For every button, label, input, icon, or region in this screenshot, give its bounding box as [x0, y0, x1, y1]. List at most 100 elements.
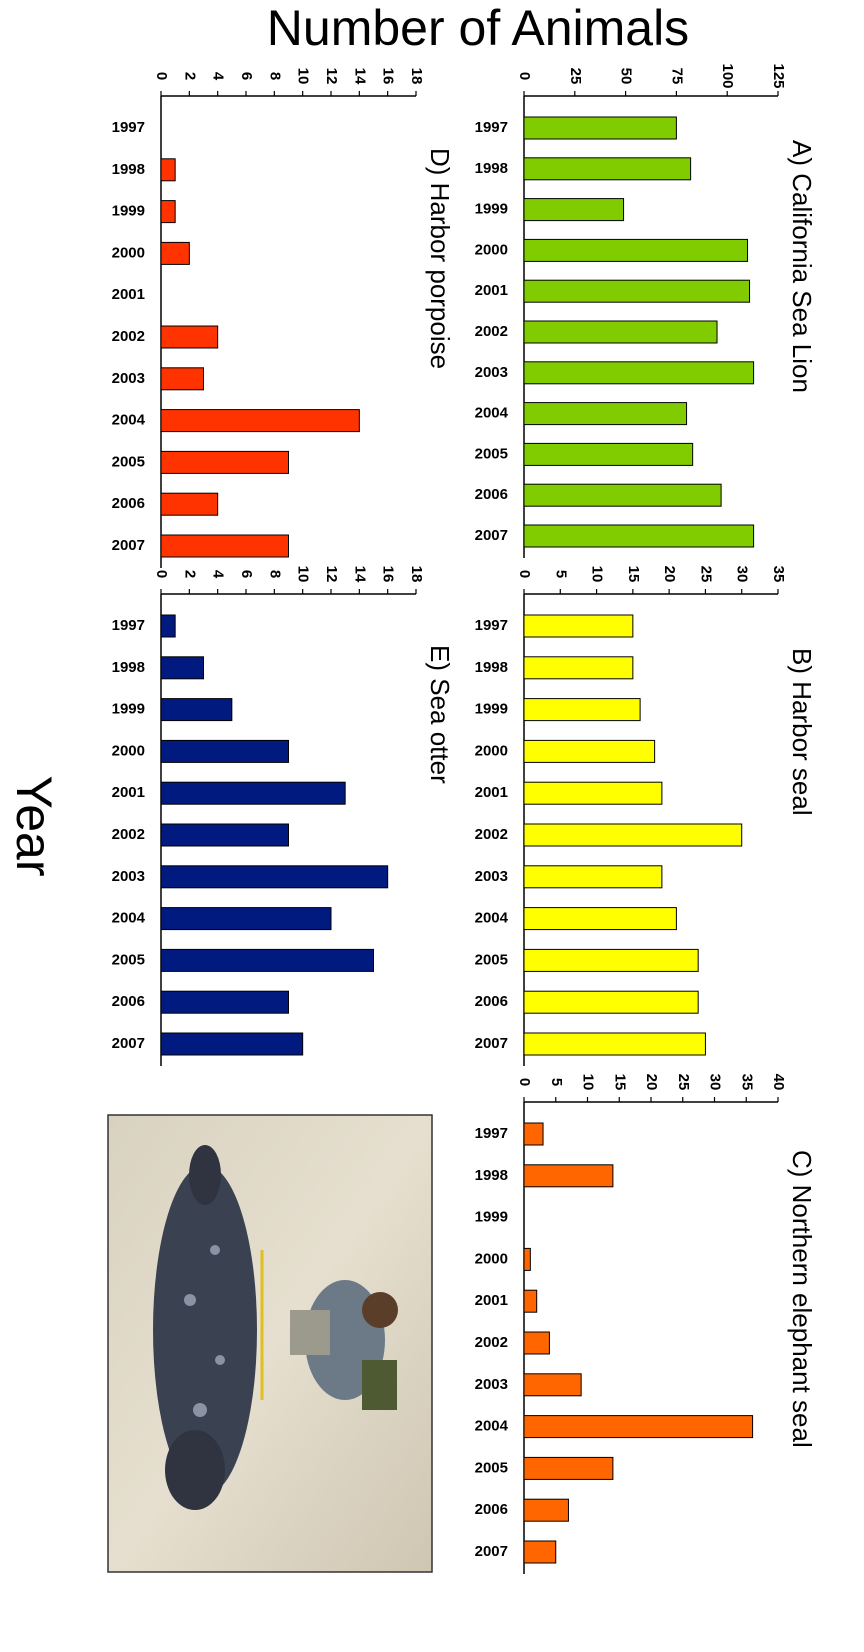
y-tick-label: 35 [770, 566, 787, 583]
bar [161, 908, 331, 930]
bar [524, 1457, 613, 1479]
bar [161, 740, 289, 762]
bar [524, 1248, 530, 1270]
x-tick-label: 1998 [475, 1167, 508, 1184]
figure-title: Number of Animals [267, 0, 689, 56]
x-tick-label: 2005 [112, 951, 145, 968]
y-tick-label: 30 [734, 566, 751, 583]
x-tick-label: 2006 [112, 495, 145, 512]
x-tick-label: 2002 [112, 826, 145, 843]
bar [161, 368, 204, 390]
y-tick-label: 15 [625, 566, 642, 583]
x-tick-label: 2001 [112, 286, 145, 303]
bar [524, 362, 754, 384]
y-tick-label: 18 [408, 566, 425, 583]
y-tick-label: 75 [668, 68, 685, 85]
x-tick-label: 2000 [475, 1250, 508, 1267]
x-tick-label: 2003 [112, 370, 145, 387]
x-tick-label: 2000 [475, 241, 508, 258]
bar [161, 949, 374, 971]
bar [524, 403, 687, 425]
y-tick-label: 18 [408, 68, 425, 85]
bar [524, 1416, 753, 1438]
y-tick-label: 8 [266, 72, 283, 80]
y-tick-label: 15 [611, 1074, 628, 1091]
figure-xlabel: Year [6, 775, 62, 876]
bar [161, 866, 388, 888]
y-tick-label: 10 [589, 566, 606, 583]
x-tick-label: 2003 [475, 1376, 508, 1393]
bar [161, 535, 289, 557]
x-tick-label: 1999 [475, 1209, 508, 1226]
x-tick-label: 1999 [475, 201, 508, 218]
y-tick-label: 16 [380, 566, 397, 583]
x-tick-label: 2006 [112, 993, 145, 1010]
y-tick-label: 2 [181, 570, 198, 578]
x-tick-label: 1999 [112, 203, 145, 220]
x-tick-label: 1998 [112, 161, 145, 178]
x-tick-label: 1997 [475, 119, 508, 136]
y-tick-label: 50 [618, 68, 635, 85]
bar [524, 1165, 613, 1187]
bar [524, 1033, 705, 1055]
bar [524, 782, 662, 804]
y-tick-label: 5 [548, 1078, 565, 1086]
bar [524, 158, 691, 180]
bar [524, 824, 742, 846]
x-tick-label: 2004 [475, 910, 509, 927]
bar [524, 239, 748, 261]
bar [161, 657, 204, 679]
bar [161, 991, 289, 1013]
y-tick-label: 20 [643, 1074, 660, 1091]
y-tick-label: 35 [738, 1074, 755, 1091]
panel-title: E) Sea otter [425, 645, 455, 784]
bar [524, 615, 633, 637]
bar [524, 321, 717, 343]
bar [161, 242, 189, 264]
y-tick-label: 16 [380, 68, 397, 85]
x-tick-label: 1997 [112, 617, 145, 634]
bar [161, 493, 218, 515]
bar [524, 657, 633, 679]
y-tick-label: 4 [210, 570, 227, 579]
x-tick-label: 2000 [112, 244, 145, 261]
y-tick-label: 0 [516, 570, 533, 578]
x-tick-label: 2002 [475, 1334, 508, 1351]
bar [524, 908, 676, 930]
y-tick-label: 25 [675, 1074, 692, 1091]
y-tick-label: 6 [238, 72, 255, 80]
x-tick-label: 1999 [112, 701, 145, 718]
x-tick-label: 2006 [475, 1501, 508, 1518]
x-tick-label: 1998 [475, 659, 508, 676]
panel-title: D) Harbor porpoise [425, 148, 455, 369]
x-tick-label: 2007 [475, 1035, 508, 1052]
bar [524, 117, 676, 139]
x-tick-label: 2004 [112, 910, 146, 927]
y-tick-label: 125 [770, 63, 787, 88]
x-tick-label: 2005 [475, 951, 508, 968]
panel-title: A) California Sea Lion [787, 140, 817, 393]
y-tick-label: 6 [238, 570, 255, 578]
y-tick-label: 0 [153, 570, 170, 578]
x-tick-label: 1998 [112, 659, 145, 676]
y-tick-label: 14 [351, 566, 368, 583]
y-tick-label: 25 [697, 566, 714, 583]
y-tick-label: 14 [351, 68, 368, 85]
y-tick-label: 40 [770, 1074, 787, 1091]
bar [161, 326, 218, 348]
y-tick-label: 20 [661, 566, 678, 583]
y-tick-label: 10 [295, 566, 312, 583]
x-tick-label: 2003 [475, 868, 508, 885]
y-tick-label: 0 [516, 72, 533, 80]
x-tick-label: 2000 [475, 742, 508, 759]
x-tick-label: 2007 [112, 537, 145, 554]
bar [161, 615, 175, 637]
bar [524, 1541, 556, 1563]
x-tick-label: 2006 [475, 486, 508, 503]
bar [161, 410, 359, 432]
y-tick-label: 0 [516, 1078, 533, 1086]
bar [161, 201, 175, 223]
photo [108, 1115, 432, 1572]
x-tick-label: 2007 [475, 527, 508, 544]
x-tick-label: 2004 [112, 412, 146, 429]
